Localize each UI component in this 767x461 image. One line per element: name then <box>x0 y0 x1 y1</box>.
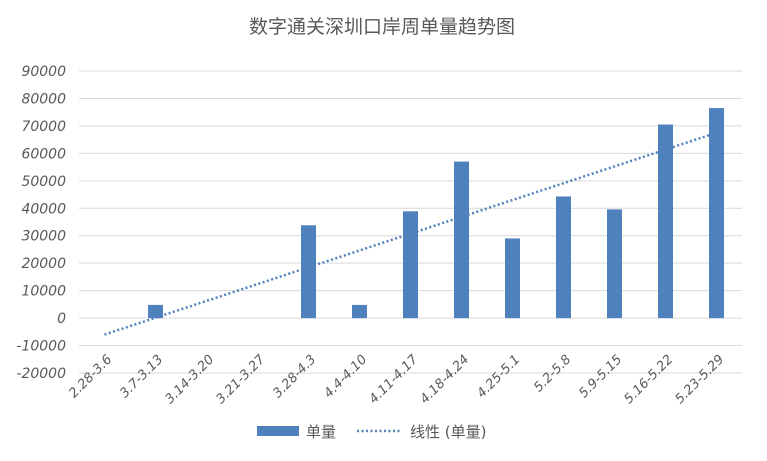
x-tick-label: 4.18-4.24 <box>417 352 472 407</box>
bar <box>454 161 469 319</box>
y-tick-label: 90000 <box>21 64 66 80</box>
trendline <box>104 131 717 336</box>
y-axis: 90000 80000 70000 60000 50000 40000 30000 20000… <box>16 64 66 382</box>
x-tick-label: 3.7-3.13 <box>117 352 166 401</box>
x-tick-label: 3.14-3.20 <box>162 352 217 407</box>
y-tick-label: 10000 <box>21 284 66 300</box>
bar <box>352 304 367 319</box>
x-tick-label: 2.28-3.6 <box>66 352 115 401</box>
y-tick-label: 20000 <box>21 256 66 272</box>
x-tick-label: 5.16-5.22 <box>621 352 676 407</box>
x-tick-label: 5.2-5.8 <box>531 352 574 395</box>
x-tick-label: 4.11-4.17 <box>366 352 421 407</box>
y-tick-label: 0 <box>57 311 66 327</box>
y-tick-label: 40000 <box>21 201 66 217</box>
bar <box>505 238 520 319</box>
y-tick-label: 50000 <box>21 174 66 190</box>
legend-bar-swatch <box>257 426 299 436</box>
x-tick-label: 4.25-5.1 <box>474 352 523 401</box>
chart-title: 数字通关深圳口岸周单量趋势图 <box>249 16 515 38</box>
legend-bar-label: 单量 <box>306 423 336 441</box>
legend-trend-label: 线性 (单量) <box>410 423 486 441</box>
bar <box>658 124 673 319</box>
bar <box>709 108 724 319</box>
y-tick-label: -10000 <box>16 339 66 355</box>
bar <box>556 196 571 319</box>
x-tick-label: 4.4-4.10 <box>321 352 370 401</box>
x-tick-label: 3.28-4.3 <box>270 352 319 401</box>
y-tick-label: 60000 <box>21 146 66 162</box>
bar-series <box>148 108 724 319</box>
y-tick-label: 80000 <box>21 91 66 107</box>
trendline-path <box>104 131 717 336</box>
x-tick-label: 5.23-5.29 <box>672 352 727 407</box>
bar <box>607 209 622 319</box>
y-tick-label: 70000 <box>21 119 66 135</box>
x-axis: 2.28-3.6 3.7-3.133.14-3.203.21-3.27 3.28-4… <box>66 352 727 407</box>
x-tick-label: 5.9-5.15 <box>576 352 625 401</box>
bar <box>301 225 316 319</box>
x-tick-label: 3.21-3.27 <box>213 352 268 407</box>
legend: 单量 线性 (单量) <box>257 423 486 441</box>
bar <box>403 211 418 319</box>
bar <box>148 304 163 319</box>
y-tick-label: -20000 <box>16 366 66 382</box>
y-tick-label: 30000 <box>21 229 66 245</box>
